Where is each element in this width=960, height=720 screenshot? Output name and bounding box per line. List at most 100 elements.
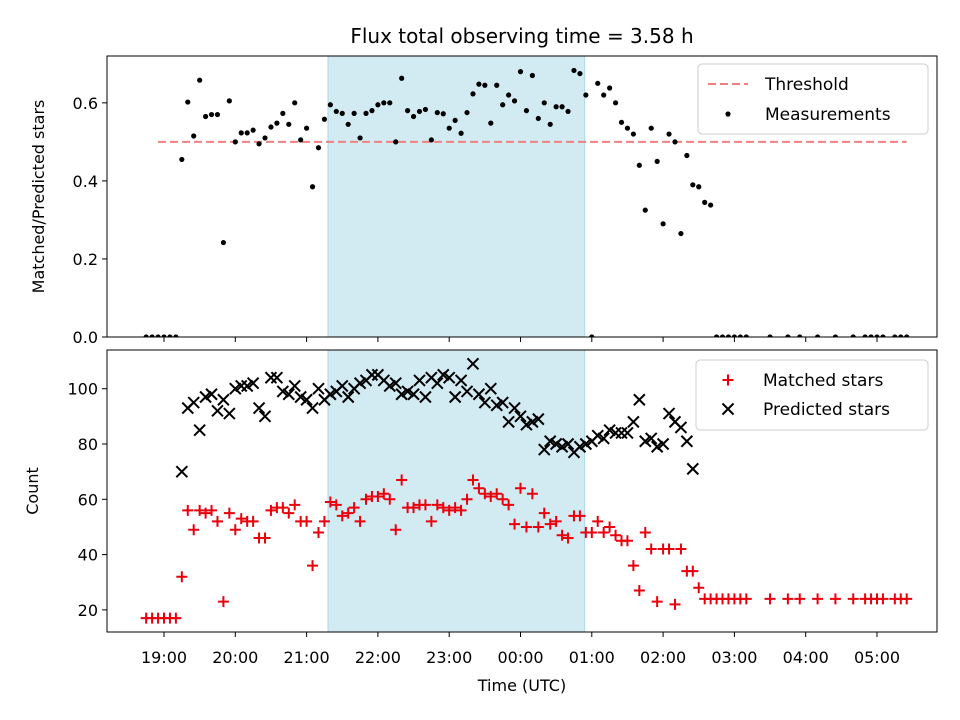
matched-point bbox=[354, 515, 366, 527]
matched-point bbox=[289, 499, 301, 511]
predicted-point bbox=[431, 376, 444, 390]
predicted-point bbox=[633, 393, 646, 406]
measurement-point bbox=[244, 130, 250, 136]
measurement-point bbox=[583, 92, 589, 98]
predicted-point bbox=[448, 390, 462, 404]
matched-point bbox=[509, 518, 521, 530]
matched-point bbox=[318, 515, 330, 527]
chart-title: Flux total observing time = 3.58 h bbox=[350, 24, 693, 48]
measurement-point bbox=[702, 199, 708, 205]
predicted-point bbox=[413, 374, 426, 387]
measurement-point bbox=[517, 69, 524, 75]
measurement-point bbox=[850, 334, 856, 337]
matched-point bbox=[408, 502, 420, 514]
measurement-point bbox=[696, 184, 702, 190]
predicted-point bbox=[252, 401, 266, 415]
matched-point bbox=[598, 526, 610, 538]
matched-point bbox=[592, 515, 604, 527]
matched-point bbox=[449, 502, 461, 514]
measurement-point bbox=[363, 110, 369, 116]
predicted-point bbox=[193, 423, 206, 437]
measurement-point bbox=[452, 117, 458, 123]
matched-point bbox=[455, 504, 467, 516]
matched-point bbox=[467, 474, 479, 486]
measurement-point bbox=[832, 334, 839, 337]
matched-point bbox=[764, 593, 776, 605]
bottom-ylabel: Count bbox=[23, 467, 42, 515]
xtick-label: 03:00 bbox=[711, 648, 757, 667]
matched-point bbox=[538, 507, 550, 519]
matched-point bbox=[194, 504, 206, 516]
matched-point bbox=[360, 493, 372, 505]
predicted-point bbox=[460, 385, 474, 398]
measurement-point bbox=[304, 125, 310, 131]
predicted-point bbox=[454, 374, 468, 387]
matched-point bbox=[235, 513, 247, 525]
predicted-point bbox=[407, 388, 420, 401]
matched-point bbox=[372, 491, 384, 503]
matched-point bbox=[431, 499, 443, 511]
measurement-point bbox=[375, 102, 381, 108]
predicted-point bbox=[680, 435, 694, 448]
matched-point bbox=[782, 593, 794, 605]
matched-point bbox=[170, 612, 182, 624]
measurement-point bbox=[618, 119, 625, 125]
predicted-point bbox=[419, 390, 432, 404]
legend-measurement-label: Measurements bbox=[765, 105, 891, 125]
predicted-point bbox=[223, 407, 236, 420]
matched-point bbox=[847, 593, 859, 605]
predicted-point bbox=[597, 432, 610, 445]
measurement-point bbox=[226, 98, 232, 104]
measurement-point bbox=[535, 115, 541, 122]
bottom-ytick-label: 100 bbox=[67, 380, 98, 399]
measurement-point bbox=[797, 334, 803, 337]
measurement-point bbox=[690, 182, 696, 188]
matched-point bbox=[663, 543, 675, 555]
bottom-shaded-span bbox=[327, 349, 586, 633]
matched-point bbox=[390, 524, 402, 536]
matched-point bbox=[669, 598, 681, 610]
measurement-point bbox=[208, 111, 215, 118]
matched-point bbox=[485, 491, 497, 503]
matched-point bbox=[301, 515, 313, 527]
measurement-point bbox=[601, 92, 607, 98]
predicted-point bbox=[674, 421, 688, 434]
measurement-point bbox=[464, 109, 470, 116]
matched-point bbox=[265, 504, 277, 516]
measurement-point bbox=[904, 334, 910, 337]
xtick-label: 01:00 bbox=[569, 648, 615, 667]
measurement-point bbox=[410, 113, 417, 120]
predicted-point bbox=[656, 437, 670, 451]
top-shaded-span bbox=[327, 55, 586, 338]
predicted-point bbox=[508, 401, 521, 415]
measurement-point bbox=[298, 137, 304, 143]
measurement-point bbox=[345, 121, 351, 127]
measurement-point bbox=[333, 108, 339, 115]
measurement-point bbox=[191, 133, 197, 139]
measurement-point bbox=[595, 80, 601, 86]
matched-point bbox=[247, 515, 259, 527]
matched-point bbox=[829, 593, 841, 605]
bottom-axes-frame bbox=[106, 349, 938, 633]
top-ylabel: Matched/Predicted stars bbox=[29, 100, 48, 294]
matched-point bbox=[877, 593, 889, 605]
matched-point bbox=[384, 493, 396, 505]
predicted-point bbox=[270, 371, 284, 384]
measurement-point bbox=[428, 137, 434, 143]
matched-point bbox=[515, 482, 526, 494]
predicted-point bbox=[621, 426, 634, 440]
predicted-point bbox=[341, 390, 355, 404]
measurement-point bbox=[197, 77, 203, 83]
predicted-point bbox=[389, 376, 402, 390]
predicted-point bbox=[466, 357, 480, 371]
top-legend: Threshold Measurements bbox=[697, 63, 929, 135]
top-ytick-label: 0.6 bbox=[73, 94, 98, 113]
measurement-point bbox=[256, 141, 262, 147]
measurement-point bbox=[743, 334, 749, 337]
measurement-point bbox=[250, 127, 256, 133]
matched-point bbox=[532, 521, 544, 533]
measurement-point bbox=[624, 125, 631, 131]
measurement-point bbox=[523, 108, 530, 114]
matched-point bbox=[639, 526, 651, 538]
xtick-label: 05:00 bbox=[854, 648, 900, 667]
